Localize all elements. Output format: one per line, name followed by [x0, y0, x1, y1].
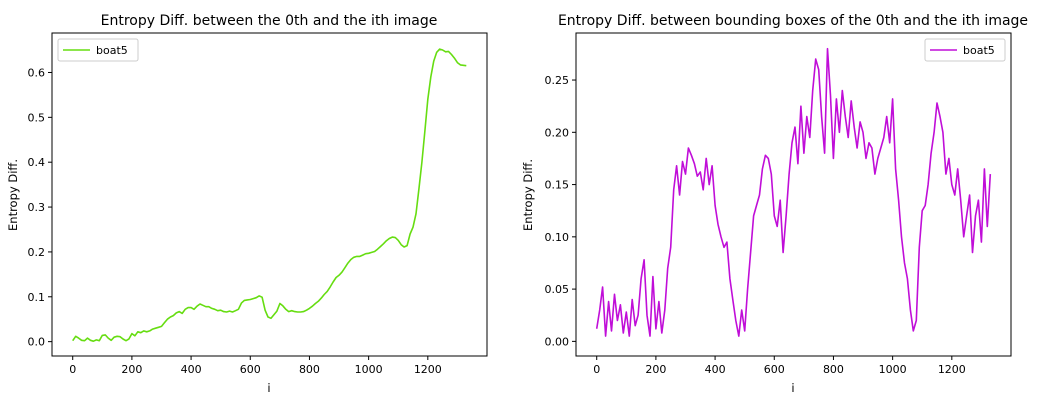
right-chart-xlabel: i: [791, 381, 794, 395]
left-chart-frame: [51, 32, 488, 357]
right-ytick-label: 0.25: [545, 74, 570, 87]
left-ytick-label: 0.6: [28, 66, 46, 79]
left-chart: Entropy Diff. between the 0th and the it…: [6, 13, 488, 395]
left-ytick-label: 0.5: [28, 111, 46, 124]
left-legend-box: [57, 38, 139, 62]
left-xtick-label: 0: [69, 363, 76, 376]
left-xtick-label: 1000: [355, 363, 383, 376]
right-chart-title: Entropy Diff. between bounding boxes of …: [558, 13, 1028, 29]
right-legend-box: [924, 38, 1006, 62]
left-xtick-label: 200: [121, 363, 142, 376]
left-ytick-label: 0.0: [28, 336, 46, 349]
right-chart: Entropy Diff. between bounding boxes of …: [521, 13, 1028, 395]
left-chart-legend: boat5: [57, 38, 139, 62]
right-chart-series: [595, 47, 992, 337]
left-chart-xlabel: i: [267, 381, 270, 395]
right-legend-label: boat5: [963, 44, 995, 57]
right-xtick-label: 400: [705, 363, 726, 376]
left-ytick-label: 0.2: [28, 246, 46, 259]
right-chart-ticks: 0 200 400 600 800 1000 1200 0.00 0.05 0.10 0.15 0.2…: [545, 74, 966, 376]
left-chart-ylabel: Entropy Diff.: [6, 159, 20, 231]
left-xtick-label: 1200: [414, 363, 442, 376]
right-ytick-label: 0.00: [545, 335, 570, 348]
right-xtick-label: 200: [645, 363, 666, 376]
left-legend-label: boat5: [96, 44, 128, 57]
right-xtick-label: 800: [823, 363, 844, 376]
right-xtick-label: 1200: [938, 363, 966, 376]
left-xtick-label: 800: [299, 363, 320, 376]
right-xtick-label: 600: [764, 363, 785, 376]
left-chart-ticks: 0 200 400 600 800 1000 1200 0.0 0.1 0.2 0.3 0.4 0.5 0…: [28, 66, 442, 376]
left-ytick-label: 0.4: [28, 156, 46, 169]
right-chart-frame: [575, 32, 1012, 357]
right-ytick-label: 0.15: [545, 179, 570, 192]
left-ytick-label: 0.3: [28, 201, 46, 214]
left-xtick-label: 400: [181, 363, 202, 376]
right-ytick-label: 0.10: [545, 231, 570, 244]
right-ytick-label: 0.05: [545, 283, 570, 296]
right-chart-legend: boat5: [924, 38, 1006, 62]
left-series-line: [72, 48, 467, 343]
right-ytick-label: 0.20: [545, 126, 570, 139]
right-xtick-label: 1000: [879, 363, 907, 376]
right-series-line: [595, 47, 992, 337]
right-xtick-label: 0: [593, 363, 600, 376]
left-xtick-label: 600: [240, 363, 261, 376]
right-chart-ylabel: Entropy Diff.: [521, 159, 535, 231]
left-chart-series: [72, 48, 467, 343]
left-chart-title: Entropy Diff. between the 0th and the it…: [101, 13, 438, 29]
left-ytick-label: 0.1: [28, 291, 46, 304]
